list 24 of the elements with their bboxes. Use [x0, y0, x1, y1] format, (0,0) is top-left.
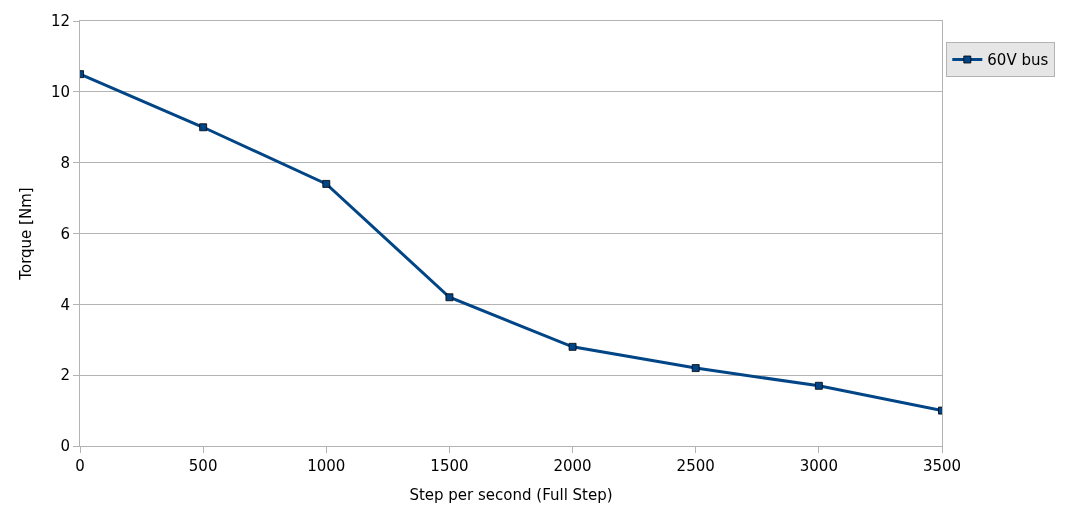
- y-tick-label: 8: [60, 153, 70, 172]
- y-axis-title: Torque [Nm]: [17, 187, 36, 281]
- x-tick-label: 3500: [922, 457, 962, 475]
- x-tick-label: 1000: [307, 457, 346, 475]
- y-tick-label: 0: [60, 437, 70, 456]
- point: [691, 364, 700, 372]
- x-tick-label: 2000: [553, 457, 592, 475]
- y-tick-label: 6: [60, 224, 70, 243]
- legend-label: 60V bus: [987, 51, 1049, 70]
- point: [322, 180, 331, 188]
- point: [568, 342, 577, 351]
- x-tick-label: 500: [188, 457, 218, 475]
- x-axis-title: Step per second (Full Step): [409, 486, 613, 504]
- x-tick-label: 3000: [799, 457, 838, 475]
- y-tick-label: 2: [60, 366, 70, 385]
- x-tick-label: 1500: [430, 457, 469, 475]
- y-tick-label: 10: [50, 83, 70, 102]
- point: [199, 123, 208, 132]
- y-tick-label: 4: [60, 295, 70, 314]
- point: [814, 381, 823, 390]
- point: [445, 293, 454, 302]
- y-tick-label: 12: [50, 12, 70, 31]
- x-tick-label: 0: [75, 457, 85, 475]
- x-tick-label: 2500: [676, 457, 715, 475]
